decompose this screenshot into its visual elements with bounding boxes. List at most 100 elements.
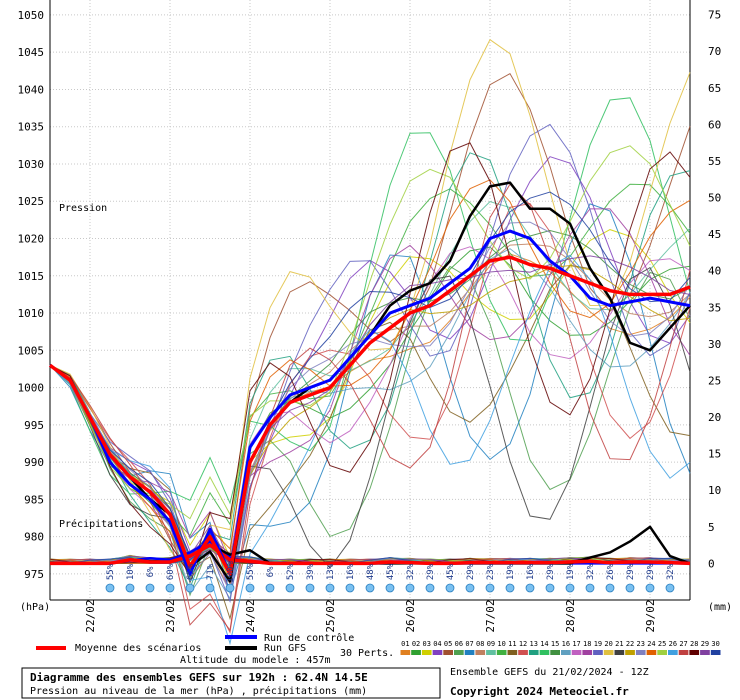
left-tick-label: 1025 xyxy=(18,195,45,208)
pert-key-swatch xyxy=(646,650,657,655)
snowflake-icon xyxy=(665,583,675,593)
pert-key-swatch xyxy=(528,650,539,655)
pert-key-swatch xyxy=(625,650,635,655)
snow-prob-item: 32% xyxy=(665,563,676,593)
right-tick-label: 0 xyxy=(708,557,715,570)
snow-prob-item: 100% xyxy=(225,561,236,593)
x-tick-label: 29/02 xyxy=(644,599,657,632)
pert-key-swatch xyxy=(593,650,603,655)
pert-key-label: 27 xyxy=(679,640,687,648)
perturbation-line-24 xyxy=(49,179,691,573)
pert-key-swatch xyxy=(710,650,721,655)
left-axis-unit: (hPa) xyxy=(20,602,50,613)
snowflake-icon xyxy=(165,583,175,593)
right-tick-label: 75 xyxy=(708,9,721,22)
snow-prob-label: 71% xyxy=(206,563,216,580)
snow-prob-label: 29% xyxy=(626,563,636,580)
pert-key-label: 01 xyxy=(401,640,409,648)
pert-key-label: 09 xyxy=(487,640,495,648)
left-tick-label: 975 xyxy=(24,568,44,581)
pert-key-swatch xyxy=(421,650,432,655)
pert-key-swatch xyxy=(550,650,560,655)
pert-key-swatch xyxy=(507,650,518,655)
snow-prob-label: 29% xyxy=(466,563,476,580)
snow-prob-item: 19% xyxy=(505,563,516,593)
perturbation-line-26 xyxy=(49,254,691,646)
perturbation-line-28 xyxy=(49,142,691,576)
pert-key-label: 30 xyxy=(711,640,719,648)
pert-key-label: 22 xyxy=(626,640,634,648)
pert-key-swatch xyxy=(432,650,443,655)
snow-prob-label: 45% xyxy=(446,563,456,580)
snow-prob-label: 45% xyxy=(386,563,396,580)
snow-prob-item: 29% xyxy=(545,563,556,593)
perturbation-line-30 xyxy=(49,191,691,579)
snow-prob-item: 71% xyxy=(205,563,216,593)
snowflake-icon xyxy=(465,583,475,593)
pert-key-swatch xyxy=(400,650,411,655)
pert-key-label: 20 xyxy=(604,640,612,648)
snow-prob-label: 19% xyxy=(566,563,576,580)
pert-key-label: 04 xyxy=(433,640,441,648)
pert-key-label: 07 xyxy=(465,640,473,648)
pert-key-label: 23 xyxy=(637,640,645,648)
pert-key-label: 10 xyxy=(497,640,505,648)
legend-gfs-label: Run GFS xyxy=(264,643,306,654)
left-tick-label: 985 xyxy=(24,493,44,506)
pert-key-label: 03 xyxy=(423,640,431,648)
pert-key-label: 17 xyxy=(572,640,580,648)
snow-prob-label: 6% xyxy=(146,566,156,577)
pert-key-swatch xyxy=(657,650,667,655)
snow-prob-item: 32% xyxy=(585,563,596,593)
pert-key-swatch xyxy=(582,650,593,655)
snowflake-icon xyxy=(145,583,155,593)
perturbation-line-07 xyxy=(49,203,691,595)
perturbation-line-19 xyxy=(49,123,691,604)
snow-prob-label: 65% xyxy=(186,563,196,580)
pert-key-label: 14 xyxy=(540,640,548,648)
snow-prob-label: 6% xyxy=(266,566,276,577)
snowflake-icon xyxy=(345,583,355,593)
pert-key-label: 25 xyxy=(658,640,666,648)
x-tick-label: 22/02 xyxy=(84,599,97,632)
legend-control-label: Run de contrôle xyxy=(264,632,354,644)
pert-key-label: 24 xyxy=(647,640,655,648)
snow-prob-item: 26% xyxy=(605,563,616,593)
copyright-label: Copyright 2024 Meteociel.fr xyxy=(450,685,629,698)
pert-key-swatch xyxy=(668,650,678,655)
x-tick-label: 26/02 xyxy=(404,599,417,632)
snow-prob-item: 29% xyxy=(645,563,656,593)
x-tick-label: 28/02 xyxy=(564,599,577,632)
pert-key-swatch xyxy=(571,650,582,655)
snowflake-icon xyxy=(645,583,655,593)
pressure-annotation: Pression xyxy=(59,203,107,214)
left-tick-label: 1045 xyxy=(18,46,45,59)
snow-prob-label: 55% xyxy=(106,563,116,580)
snow-prob-item: 16% xyxy=(345,563,356,593)
pert-key-label: 16 xyxy=(562,640,570,648)
pert-key-label: 13 xyxy=(530,640,538,648)
right-tick-label: 45 xyxy=(708,228,721,241)
snow-prob-item: 10% xyxy=(125,563,136,593)
pert-key-label: 15 xyxy=(551,640,559,648)
pert-key-swatch xyxy=(411,650,421,655)
left-tick-label: 995 xyxy=(24,419,44,432)
right-tick-label: 65 xyxy=(708,82,721,95)
snowflake-icon xyxy=(625,583,635,593)
snow-prob-item: 55% xyxy=(245,563,256,593)
snow-prob-item: 52% xyxy=(285,563,296,593)
pert-key-swatch xyxy=(475,650,486,655)
perturbation-line-14 xyxy=(49,97,691,505)
main-lines xyxy=(48,181,691,583)
snow-prob-label: 55% xyxy=(246,563,256,580)
perturbation-key: 01 02 03 04 05 06 07 08 09 10 11 12 13 14 15 16 17 18 19 20… xyxy=(400,640,721,655)
snow-prob-item: 45% xyxy=(445,563,456,593)
right-axis-unit: (mm) xyxy=(708,602,732,613)
snow-prob-label: 19% xyxy=(506,563,516,580)
pert-key-swatch xyxy=(518,650,528,655)
mean-line xyxy=(48,255,691,576)
right-tick-label: 30 xyxy=(708,338,721,351)
snowflake-icon xyxy=(525,583,535,593)
snow-prob-label: 100% xyxy=(226,561,236,583)
